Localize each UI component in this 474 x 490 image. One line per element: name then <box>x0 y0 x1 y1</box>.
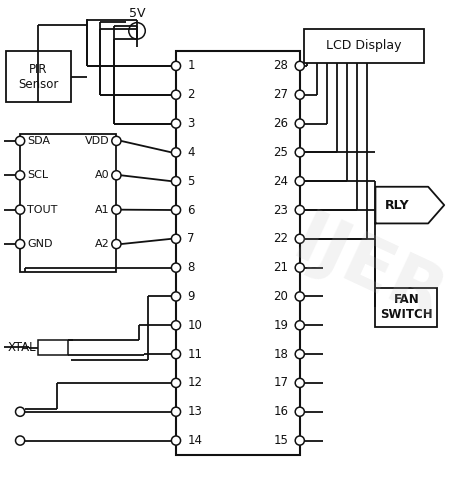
Text: 22: 22 <box>273 232 288 245</box>
Text: 5: 5 <box>187 174 195 188</box>
Circle shape <box>112 240 121 248</box>
Text: 27: 27 <box>273 88 288 101</box>
Bar <box>304 28 424 63</box>
Text: RLY: RLY <box>385 198 410 212</box>
Text: 2: 2 <box>187 88 195 101</box>
Circle shape <box>112 205 121 214</box>
Text: 20: 20 <box>273 290 288 303</box>
Text: 23: 23 <box>273 203 288 217</box>
Text: 17: 17 <box>273 376 288 390</box>
Text: 24: 24 <box>273 174 288 188</box>
Circle shape <box>172 349 181 359</box>
Circle shape <box>295 378 304 388</box>
Text: 6: 6 <box>187 203 195 217</box>
Text: TOUT: TOUT <box>27 205 57 215</box>
Text: 21: 21 <box>273 261 288 274</box>
Circle shape <box>172 292 181 301</box>
Text: 11: 11 <box>187 347 202 361</box>
Text: GND: GND <box>27 239 53 249</box>
Text: 8: 8 <box>187 261 195 274</box>
Circle shape <box>172 320 181 330</box>
Text: 12: 12 <box>187 376 202 390</box>
Text: 13: 13 <box>187 405 202 418</box>
Text: VDD: VDD <box>85 136 109 146</box>
Circle shape <box>172 90 181 99</box>
Text: FAN
SWITCH: FAN SWITCH <box>380 293 433 321</box>
Circle shape <box>16 240 25 248</box>
Circle shape <box>295 349 304 359</box>
Text: 19: 19 <box>273 319 288 332</box>
Circle shape <box>172 378 181 388</box>
Text: 7: 7 <box>187 232 195 245</box>
Text: 3: 3 <box>187 117 195 130</box>
Circle shape <box>295 292 304 301</box>
Text: 18: 18 <box>273 347 288 361</box>
Text: A1: A1 <box>95 205 109 215</box>
Text: SDA: SDA <box>27 136 50 146</box>
Circle shape <box>295 148 304 157</box>
Text: A2: A2 <box>95 239 109 249</box>
Bar <box>176 51 300 455</box>
Circle shape <box>112 136 121 146</box>
Bar <box>38 341 68 355</box>
Text: 28: 28 <box>273 59 288 73</box>
Circle shape <box>16 171 25 180</box>
Circle shape <box>172 176 181 186</box>
Text: 9: 9 <box>187 290 195 303</box>
Circle shape <box>172 61 181 71</box>
Bar <box>20 134 117 271</box>
Circle shape <box>172 119 181 128</box>
Text: SCL: SCL <box>27 171 48 180</box>
Circle shape <box>16 205 25 214</box>
Text: 5V: 5V <box>129 7 145 20</box>
Text: 15: 15 <box>273 434 288 447</box>
Circle shape <box>16 436 25 445</box>
Circle shape <box>172 234 181 244</box>
Text: 16: 16 <box>273 405 288 418</box>
Bar <box>6 51 71 102</box>
Circle shape <box>295 61 304 71</box>
Circle shape <box>172 407 181 416</box>
Circle shape <box>172 205 181 215</box>
Circle shape <box>172 436 181 445</box>
Text: LCD Display: LCD Display <box>326 39 402 52</box>
Circle shape <box>172 263 181 272</box>
Circle shape <box>295 119 304 128</box>
Circle shape <box>295 320 304 330</box>
Text: A0: A0 <box>95 171 109 180</box>
Text: 1: 1 <box>187 59 195 73</box>
Circle shape <box>295 176 304 186</box>
Bar <box>375 288 438 327</box>
Circle shape <box>295 90 304 99</box>
Text: IJER: IJER <box>282 207 455 336</box>
Circle shape <box>295 263 304 272</box>
Circle shape <box>295 234 304 244</box>
Circle shape <box>295 436 304 445</box>
Text: 4: 4 <box>187 146 195 159</box>
Text: PIR
Sensor: PIR Sensor <box>18 63 59 91</box>
Text: 10: 10 <box>187 319 202 332</box>
Text: XTAL: XTAL <box>8 341 36 354</box>
Circle shape <box>295 407 304 416</box>
Circle shape <box>16 136 25 146</box>
Circle shape <box>16 407 25 416</box>
Text: 14: 14 <box>187 434 202 447</box>
Circle shape <box>295 205 304 215</box>
Text: 26: 26 <box>273 117 288 130</box>
Circle shape <box>172 148 181 157</box>
Circle shape <box>129 23 145 39</box>
Circle shape <box>112 171 121 180</box>
Text: 25: 25 <box>273 146 288 159</box>
